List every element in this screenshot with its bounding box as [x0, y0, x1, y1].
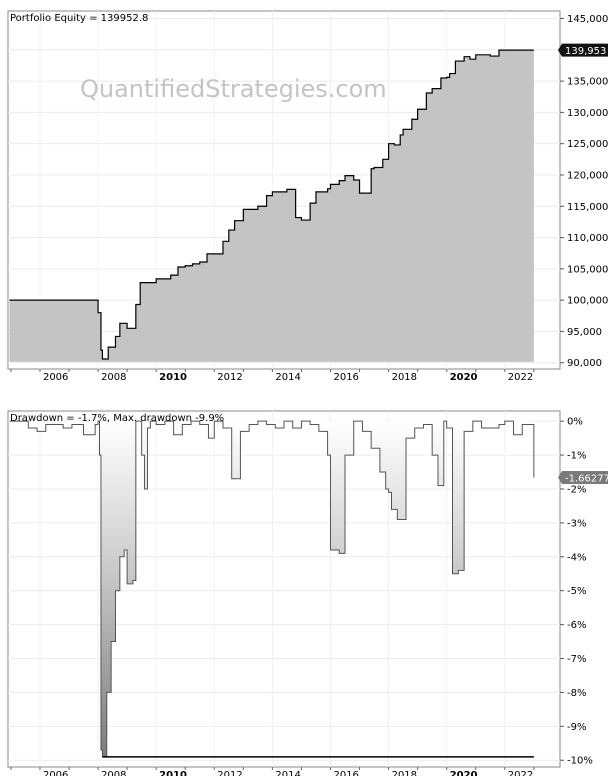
- y-tick-label: 120,000: [567, 170, 608, 181]
- y-tick-label: 130,000: [567, 108, 608, 119]
- y-tick-label: -4%: [567, 552, 586, 563]
- equity-last-value: 139,953: [565, 46, 606, 57]
- y-tick-label: -2%: [567, 484, 586, 495]
- y-tick-label: 145,000: [567, 14, 608, 25]
- watermark: QuantifiedStrategies.com: [80, 75, 387, 103]
- equity-line: [9, 49, 534, 360]
- x-tick-label: 2012: [217, 372, 242, 383]
- y-tick-label: -1%: [567, 451, 586, 462]
- y-tick-label: 135,000: [567, 77, 608, 88]
- equity-title: Portfolio Equity = 139952.8: [10, 13, 148, 24]
- x-tick-label: 2010: [159, 372, 187, 383]
- x-tick-label: 2022: [508, 372, 533, 383]
- y-tick-label: 115,000: [567, 202, 608, 213]
- x-tick-label: 2016: [333, 372, 358, 383]
- y-tick-label: -10%: [567, 756, 593, 767]
- x-tick-label: 2022: [508, 770, 533, 776]
- x-tick-label: 2016: [333, 770, 358, 776]
- x-tick-label: 2008: [101, 372, 126, 383]
- x-tick-label: 2006: [43, 770, 68, 776]
- drawdown-last-value-badge: -1.66277: [558, 470, 610, 484]
- y-tick-label: -7%: [567, 654, 586, 665]
- y-tick-label: -9%: [567, 722, 586, 733]
- y-tick-label: -3%: [567, 518, 586, 529]
- drawdown-y-axis: 0% -1% -2% -3% -4% -5% -6% -7% -8% -9% -10%: [560, 417, 593, 767]
- drawdown-last-value: -1.66277: [565, 473, 610, 484]
- x-tick-label: 2018: [392, 372, 417, 383]
- y-tick-label: 0%: [567, 417, 583, 428]
- y-tick-label: 100,000: [567, 296, 608, 307]
- drawdown-title: Drawdown = -1.7%, Max. drawdown -9.9%: [10, 413, 224, 424]
- y-tick-label: 110,000: [567, 233, 608, 244]
- x-tick-label: 2020: [450, 770, 478, 776]
- equity-panel: QuantifiedStrategies.com 90,000 95,000 100…: [7, 10, 608, 383]
- drawdown-last-value-marker: [558, 470, 608, 484]
- x-tick-label: 2020: [450, 372, 478, 383]
- x-tick-label: 2006: [43, 372, 68, 383]
- y-tick-label: -5%: [567, 586, 586, 597]
- drawdown-line: [9, 420, 535, 758]
- equity-last-value-marker: [558, 43, 608, 57]
- x-tick-label: 2010: [159, 770, 187, 776]
- y-tick-label: 95,000: [567, 327, 602, 338]
- y-tick-label: 90,000: [567, 358, 602, 369]
- x-tick-label: 2014: [275, 770, 300, 776]
- y-tick-label: 105,000: [567, 264, 608, 275]
- x-tick-label: 2008: [101, 770, 126, 776]
- x-tick-label: 2014: [275, 372, 300, 383]
- drawdown-area-fill: [9, 421, 534, 757]
- equity-y-axis: 90,000 95,000 100,000 105,000 110,000 115,000…: [560, 14, 608, 369]
- x-tick-label: 2012: [217, 770, 242, 776]
- drawdown-plot-frame: [7, 410, 561, 768]
- drawdown-x-axis: 2006 2008 2010 2012 2014 2016 2018 2020 2022: [10, 767, 535, 776]
- x-tick-label: 2018: [392, 770, 417, 776]
- y-tick-label: -6%: [567, 620, 586, 631]
- y-tick-label: 125,000: [567, 139, 608, 150]
- y-tick-label: -8%: [567, 688, 586, 699]
- equity-last-value-badge: 139,953: [558, 43, 608, 57]
- drawdown-panel: 0%-1%-2%-3%-4%-5%-6%-7%-8%-9%-10% 2006 20…: [7, 410, 610, 776]
- equity-x-axis: 2006 2008 2010 2012 2014 2016 2018 2020 2022: [10, 369, 535, 383]
